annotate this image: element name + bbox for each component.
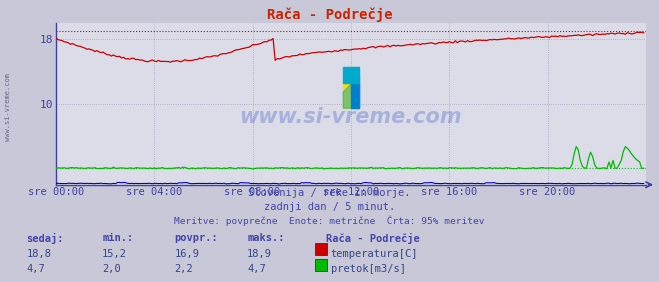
Text: pretok[m3/s]: pretok[m3/s] (331, 264, 406, 274)
Text: Rača - Podrečje: Rača - Podrečje (326, 233, 420, 244)
Text: Slovenija / reke in morje.: Slovenija / reke in morje. (248, 188, 411, 197)
Text: www.si-vreme.com: www.si-vreme.com (240, 107, 462, 127)
Text: www.si-vreme.com: www.si-vreme.com (5, 73, 11, 141)
Text: Rača - Podrečje: Rača - Podrečje (267, 7, 392, 21)
Text: povpr.:: povpr.: (175, 233, 218, 243)
Text: 18,9: 18,9 (247, 249, 272, 259)
Text: 4,7: 4,7 (26, 264, 45, 274)
Text: sedaj:: sedaj: (26, 233, 64, 244)
Text: zadnji dan / 5 minut.: zadnji dan / 5 minut. (264, 202, 395, 212)
Text: min.:: min.: (102, 233, 133, 243)
Text: temperatura[C]: temperatura[C] (331, 249, 418, 259)
Text: 18,8: 18,8 (26, 249, 51, 259)
Text: Meritve: povprečne  Enote: metrične  Črta: 95% meritev: Meritve: povprečne Enote: metrične Črta:… (174, 216, 485, 226)
Text: 15,2: 15,2 (102, 249, 127, 259)
Text: 2,2: 2,2 (175, 264, 193, 274)
Text: 4,7: 4,7 (247, 264, 266, 274)
Text: 2,0: 2,0 (102, 264, 121, 274)
Text: 16,9: 16,9 (175, 249, 200, 259)
Text: maks.:: maks.: (247, 233, 285, 243)
